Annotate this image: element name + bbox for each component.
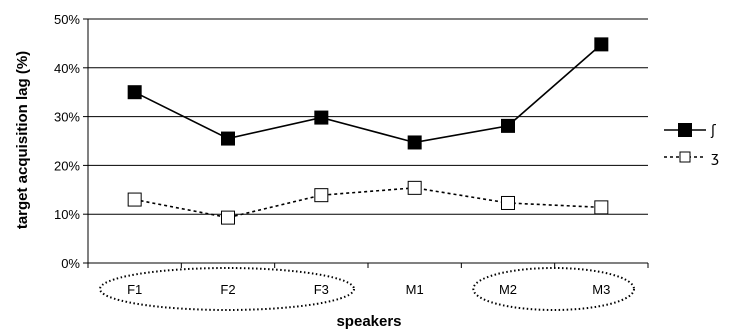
data-point (594, 200, 609, 215)
y-axis-title: target acquisition lag (%) (14, 51, 31, 229)
data-point (221, 210, 235, 225)
series (127, 37, 609, 225)
x-tick-label: M3 (592, 282, 610, 297)
data-point (501, 118, 515, 133)
speaker-group-ellipse (472, 267, 636, 311)
speaker-group-ellipse (99, 267, 355, 311)
y-tick-label: 50% (54, 12, 80, 27)
y-tick-label: 0% (61, 256, 80, 271)
data-point (594, 37, 609, 52)
x-tick-label: F1 (127, 282, 142, 297)
legend: ʃʒ (664, 123, 719, 166)
axes (83, 18, 649, 268)
y-tick-labels: 0% 10% 20% 30% 40% 50% (54, 12, 80, 271)
x-axis-title: speakers (336, 313, 401, 330)
legend-label: ʒ (711, 150, 719, 166)
data-point (501, 195, 515, 210)
x-tick-label: M2 (499, 282, 517, 297)
legend-marker (679, 151, 691, 163)
legend-marker (678, 123, 692, 137)
data-point (407, 180, 422, 195)
x-tick-labels: F1 F2 F3 M1 M2 M3 (127, 282, 610, 297)
x-tick-label: F3 (314, 282, 329, 297)
gridlines (88, 18, 648, 215)
data-point (314, 188, 329, 203)
data-point (221, 131, 235, 146)
y-tick-label: 10% (54, 207, 80, 222)
y-tick-label: 30% (54, 110, 80, 125)
y-tick-label: 40% (54, 61, 80, 76)
speaker-groupings (99, 267, 636, 311)
series-line (134, 187, 602, 219)
data-point (314, 110, 329, 125)
data-point (127, 192, 142, 207)
x-tick-label: M1 (406, 282, 424, 297)
legend-label: ʃ (710, 123, 716, 139)
data-point (127, 85, 142, 100)
data-point (407, 135, 422, 150)
series-line (134, 43, 602, 144)
y-tick-label: 20% (54, 158, 80, 173)
x-tick-label: F2 (220, 282, 235, 297)
